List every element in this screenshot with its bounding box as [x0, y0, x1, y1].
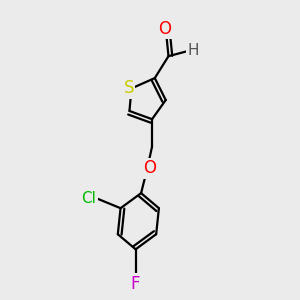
Text: F: F	[131, 274, 140, 292]
Text: S: S	[124, 80, 134, 98]
Text: H: H	[188, 43, 199, 58]
Text: Cl: Cl	[82, 191, 97, 206]
Text: O: O	[143, 160, 157, 178]
Text: O: O	[158, 20, 171, 38]
